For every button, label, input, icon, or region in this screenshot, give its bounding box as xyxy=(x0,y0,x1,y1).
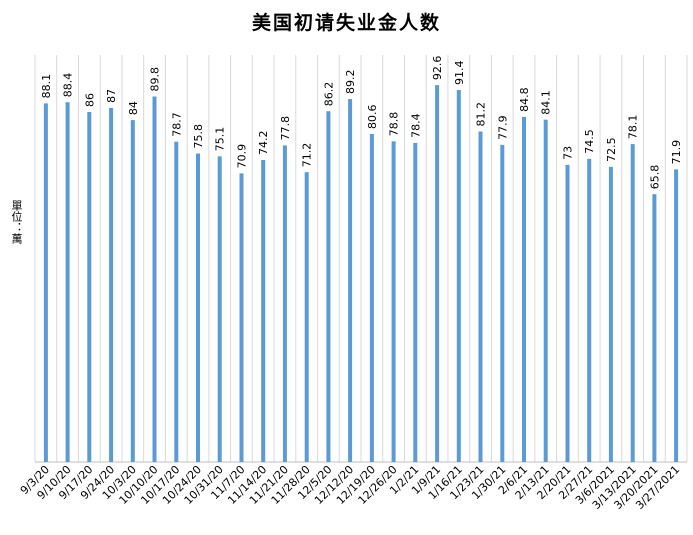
data-label-0: 88.1 xyxy=(40,74,53,99)
bar-25 xyxy=(587,158,592,463)
bar-23 xyxy=(543,119,548,462)
bar-9 xyxy=(239,173,244,462)
data-label-25: 74.5 xyxy=(583,129,596,154)
data-label-3: 87 xyxy=(105,89,118,103)
bar-16 xyxy=(391,141,396,463)
data-label-23: 84.1 xyxy=(540,90,553,115)
bar-8 xyxy=(217,156,222,463)
data-label-26: 72.5 xyxy=(605,137,618,162)
bar-20 xyxy=(478,131,483,462)
bar-15 xyxy=(369,134,374,462)
bar-10 xyxy=(261,160,266,462)
chart-title: 美国初请失业金人数 xyxy=(251,12,441,34)
data-label-29: 71.9 xyxy=(670,140,683,165)
data-label-4: 84 xyxy=(127,101,140,115)
bar-29 xyxy=(674,169,679,462)
data-label-15: 80.6 xyxy=(366,105,379,130)
bar-12 xyxy=(304,172,309,462)
bar-5 xyxy=(152,96,157,462)
data-label-10: 74.2 xyxy=(257,131,270,156)
data-label-14: 89.2 xyxy=(344,70,357,95)
data-label-21: 77.9 xyxy=(496,115,509,140)
bar-27 xyxy=(630,144,635,462)
data-label-18: 92.6 xyxy=(431,56,444,81)
data-label-22: 84.8 xyxy=(518,87,531,112)
data-label-12: 71.2 xyxy=(301,143,314,168)
data-label-16: 78.8 xyxy=(388,112,401,137)
bar-6 xyxy=(174,141,179,462)
bar-19 xyxy=(456,90,461,462)
data-label-20: 81.2 xyxy=(475,102,488,127)
data-label-7: 75.8 xyxy=(192,124,205,149)
bar-1 xyxy=(65,102,70,462)
data-label-5: 89.8 xyxy=(149,67,162,92)
bar-2 xyxy=(87,112,92,462)
bar-17 xyxy=(413,142,418,462)
bar-14 xyxy=(348,99,353,462)
data-label-28: 65.8 xyxy=(648,165,661,190)
y-axis-label: 單位：萬 xyxy=(10,200,23,244)
bar-11 xyxy=(282,145,287,462)
data-label-27: 78.1 xyxy=(627,115,640,140)
data-label-2: 86 xyxy=(83,93,96,107)
bar-13 xyxy=(326,111,331,462)
data-label-6: 78.7 xyxy=(170,112,183,137)
data-label-24: 73 xyxy=(562,146,575,160)
bar-7 xyxy=(196,153,200,462)
data-label-9: 70.9 xyxy=(236,144,249,169)
data-label-8: 75.1 xyxy=(214,127,227,152)
bar-28 xyxy=(652,194,657,462)
bar-24 xyxy=(565,164,570,462)
bar-21 xyxy=(500,144,505,462)
bar-3 xyxy=(109,107,114,463)
data-label-13: 86.2 xyxy=(322,82,335,107)
data-label-17: 78.4 xyxy=(409,113,422,138)
bar-18 xyxy=(435,85,440,462)
data-label-1: 88.4 xyxy=(62,73,75,98)
data-label-11: 77.8 xyxy=(279,116,292,141)
bar-0 xyxy=(43,103,48,463)
bar-4 xyxy=(130,120,135,462)
data-label-19: 91.4 xyxy=(453,61,466,86)
bar-22 xyxy=(522,116,526,463)
bar-26 xyxy=(608,166,613,462)
